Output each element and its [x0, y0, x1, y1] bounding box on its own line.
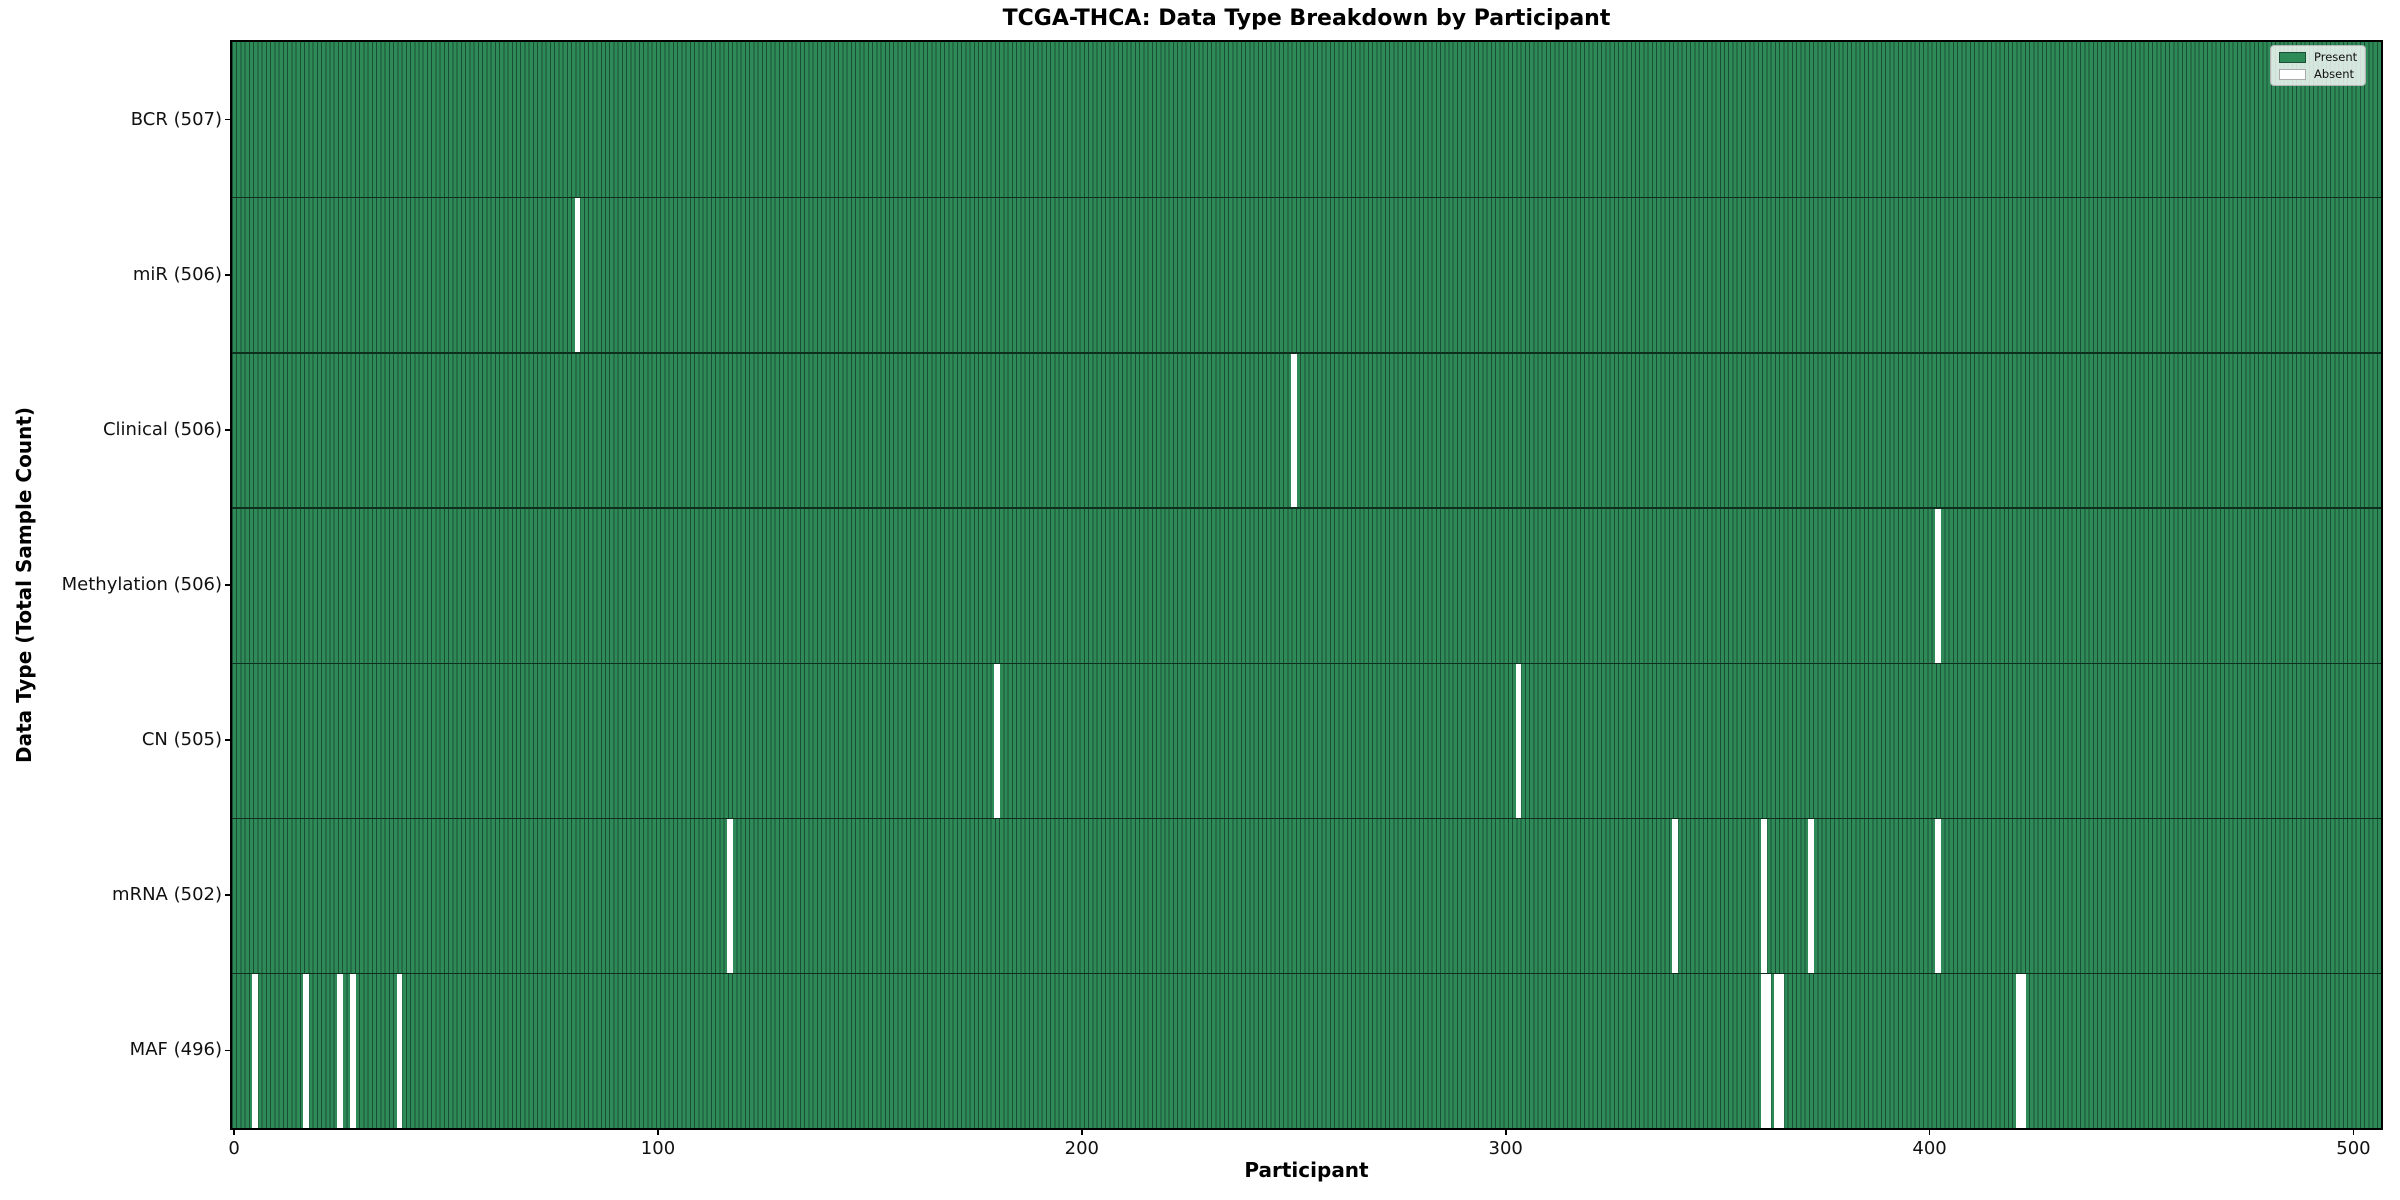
y-tick [225, 739, 232, 741]
row-maf [232, 972, 2381, 1128]
y-tick [225, 273, 232, 276]
y-tick-label-maf: MAF (496) [129, 1039, 222, 1061]
legend: Present Absent [2270, 45, 2367, 86]
x-tick-label-0: 0 [228, 1138, 240, 1159]
absent-gap-clinical-250 [1290, 352, 1297, 508]
row-mir [232, 197, 2381, 353]
row-mrna [232, 817, 2381, 973]
absent-gap-maf-25 [337, 972, 343, 1128]
row-separator [232, 507, 2381, 509]
x-tick [2352, 1128, 2355, 1135]
y-tick-label-mir: miR (506) [132, 263, 222, 285]
x-tick-label-100: 100 [640, 1138, 676, 1159]
legend-entry-absent: Absent [2279, 68, 2357, 80]
absent-gap-mrna-340 [1672, 817, 1679, 973]
row-bcr [232, 42, 2381, 198]
x-tick-label-200: 200 [1064, 1138, 1100, 1159]
y-tick [225, 584, 232, 586]
y-tick [225, 118, 232, 121]
x-tick [233, 1128, 235, 1135]
y-tick-label-methylation: Methylation (506) [61, 574, 222, 595]
plot-area [232, 42, 2381, 1128]
x-tick [657, 1128, 659, 1135]
absent-gap-maf-421 [2015, 972, 2022, 1128]
x-tick-label-400: 400 [1912, 1138, 1947, 1159]
absent-gap-maf-361 [1761, 972, 1768, 1128]
y-tick [225, 1049, 232, 1052]
y-tick-label-clinical: Clinical (506) [102, 418, 222, 440]
legend-entry-present: Present [2279, 51, 2357, 63]
absent-gap-maf-39 [396, 972, 403, 1128]
absent-gap-cn-180 [994, 662, 1000, 818]
row-separator [232, 662, 2381, 664]
legend-swatch-present [2279, 51, 2306, 63]
row-separator [232, 817, 2381, 819]
x-axis-label: Participant [1244, 1158, 1369, 1182]
legend-label-absent: Absent [2314, 67, 2355, 81]
absent-gap-mrna-402 [1935, 817, 1941, 973]
absent-gap-mir-81 [574, 197, 581, 353]
y-tick [225, 894, 232, 897]
absent-gap-maf-28 [349, 972, 356, 1128]
x-tick [1504, 1128, 1507, 1135]
row-cn [232, 662, 2381, 818]
y-tick-label-bcr: BCR (507) [130, 108, 222, 130]
row-methylation [232, 507, 2381, 663]
y-tick-label-mrna: mRNA (502) [112, 884, 222, 906]
absent-gap-maf-362 [1765, 972, 1772, 1128]
y-tick-label-cn: CN (505) [141, 729, 222, 751]
absent-gap-maf-364 [1774, 972, 1780, 1128]
chart-title: TCGA-THCA: Data Type Breakdown by Partic… [1002, 6, 1611, 31]
absent-gap-cn-303 [1515, 662, 1522, 818]
absent-gap-mrna-117 [727, 817, 733, 973]
x-tick-label-500: 500 [2336, 1138, 2371, 1159]
absent-gap-mrna-361 [1761, 817, 1768, 973]
absent-gap-methylation-402 [1935, 507, 1941, 663]
absent-gap-maf-365 [1778, 972, 1785, 1128]
x-tick-label-300: 300 [1488, 1138, 1523, 1159]
x-tick [1081, 1128, 1083, 1135]
absent-gap-maf-17 [303, 972, 310, 1128]
absent-gap-mrna-372 [1807, 817, 1814, 973]
x-tick [1928, 1128, 1931, 1135]
legend-swatch-absent [2279, 68, 2306, 80]
absent-gap-maf-5 [252, 972, 259, 1128]
row-separator [232, 352, 2381, 354]
legend-label-present: Present [2314, 50, 2358, 64]
row-separator [232, 972, 2381, 975]
absent-gap-maf-422 [2019, 972, 2026, 1128]
row-clinical [232, 352, 2381, 508]
row-separator [232, 197, 2381, 199]
y-tick [225, 429, 232, 431]
